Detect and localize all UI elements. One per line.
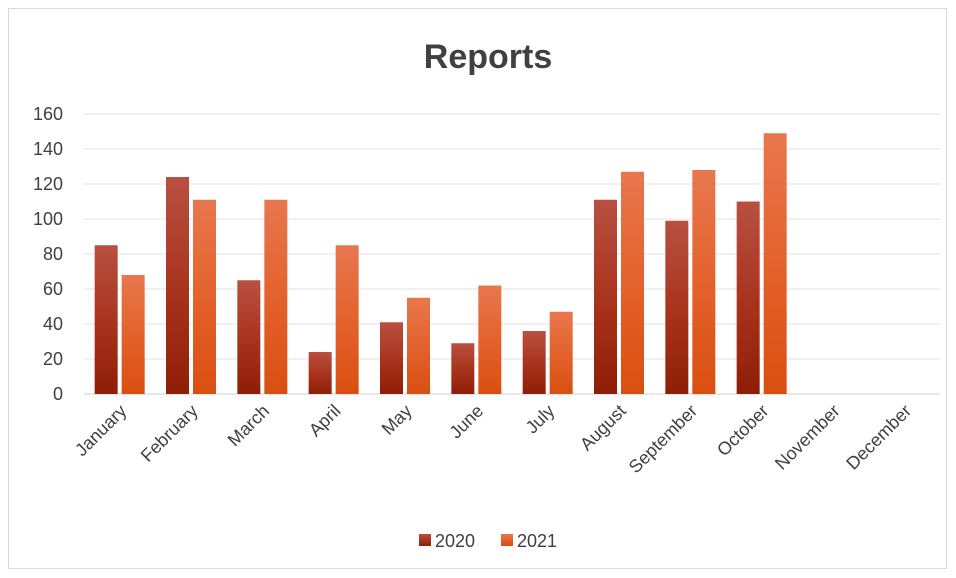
x-tick-label: March <box>224 401 274 451</box>
bar-2021-july <box>549 311 573 394</box>
bar-2021-january <box>121 275 145 394</box>
bar-2021-september <box>692 170 716 394</box>
legend-swatch <box>501 534 513 546</box>
bar-2021-february <box>193 199 216 394</box>
y-tick-label: 120 <box>33 174 63 194</box>
legend: 2020 2021 <box>419 531 557 551</box>
x-tick-label: September <box>625 401 701 477</box>
x-tick-label: November <box>771 401 844 474</box>
bar-2021-june <box>478 285 502 394</box>
bar-2020-september <box>665 220 689 394</box>
bar-2020-march <box>237 280 261 394</box>
y-axis-tick-labels: 0 20 40 60 80 100 120 140 160 <box>33 104 63 404</box>
bar-2020-july <box>522 331 546 394</box>
x-tick-label: January <box>71 401 130 460</box>
bar-2020-january <box>94 245 118 394</box>
legend-label: 2021 <box>517 531 557 551</box>
x-tick-label: August <box>576 401 630 455</box>
bar-2020-august <box>594 199 617 394</box>
bar-2021-august <box>621 171 644 394</box>
gridlines <box>84 113 940 395</box>
y-tick-label: 100 <box>33 209 63 229</box>
x-tick-label: June <box>445 401 487 443</box>
bar-2020-june <box>451 343 475 394</box>
x-axis-tick-labels: January February March April May June July Augu… <box>71 401 915 477</box>
bar-2021-april <box>335 245 359 394</box>
y-tick-label: 140 <box>33 139 63 159</box>
bar-2020-february <box>166 177 189 394</box>
x-tick-label: December <box>842 401 915 474</box>
bar-2021-october <box>763 133 787 394</box>
y-tick-label: 20 <box>43 349 63 369</box>
legend-swatch <box>419 534 431 546</box>
bar-2020-may <box>380 322 403 394</box>
x-tick-label: July <box>522 401 559 438</box>
chart-title: Reports <box>424 38 552 76</box>
y-tick-label: 160 <box>33 104 63 124</box>
bar-2021-march <box>264 199 288 394</box>
y-tick-label: 80 <box>43 244 63 264</box>
legend-label: 2020 <box>435 531 475 551</box>
y-tick-label: 60 <box>43 279 63 299</box>
bar-2020-april <box>308 352 332 394</box>
bars <box>94 133 787 394</box>
x-tick-label: April <box>305 401 345 441</box>
y-tick-label: 0 <box>53 384 63 404</box>
x-tick-label: February <box>137 401 202 466</box>
x-tick-label: May <box>378 401 416 439</box>
bar-2021-may <box>407 297 430 394</box>
x-tick-label: October <box>713 401 772 460</box>
y-tick-label: 40 <box>43 314 63 334</box>
bar-2020-october <box>736 201 760 394</box>
